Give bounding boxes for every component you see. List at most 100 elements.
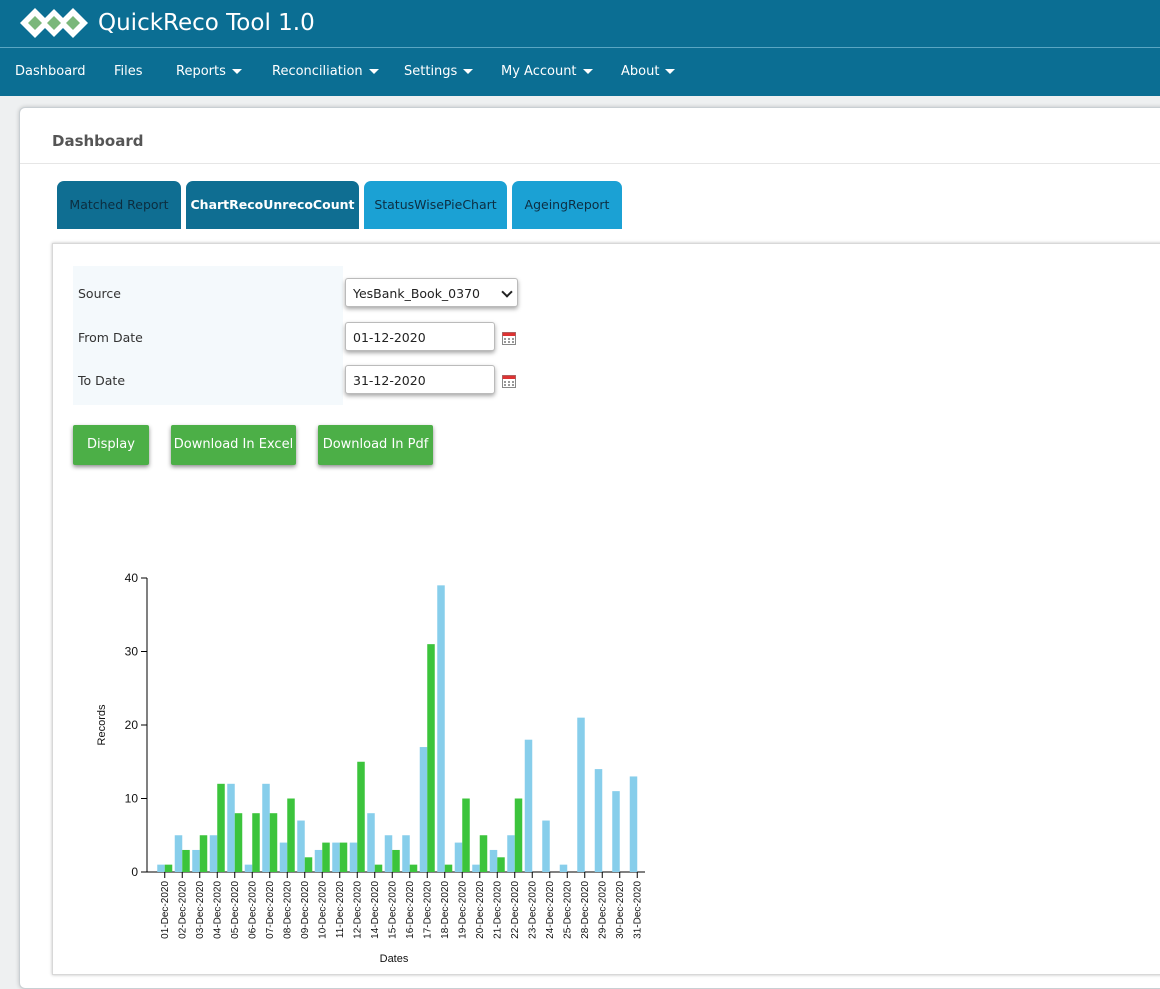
nav-my-account[interactable]: My Account [501, 48, 593, 96]
x-tick-label: 14-Dec-2020 [370, 881, 381, 939]
main-navbar: Dashboard Files Reports Reconciliation S… [0, 48, 1160, 96]
caret-down-icon [231, 69, 242, 74]
bar-series-2 [374, 864, 383, 872]
y-tick-label: 20 [125, 718, 139, 732]
filter-form [73, 266, 343, 405]
bar-series-1 [367, 813, 375, 872]
x-tick-label: 12-Dec-2020 [352, 881, 363, 939]
from-date-input[interactable]: 01-12-2020 [345, 322, 495, 351]
x-tick-label: 30-Dec-2020 [615, 881, 626, 939]
bar-series-1 [332, 842, 340, 872]
bar-series-1 [419, 747, 428, 872]
x-tick-label: 23-Dec-2020 [527, 881, 538, 939]
bar-series-2 [444, 864, 453, 872]
x-tick-label: 18-Dec-2020 [440, 881, 451, 939]
x-tick-label: 31-Dec-2020 [632, 881, 643, 939]
bar-series-2 [164, 864, 173, 872]
source-select[interactable]: YesBank_Book_0370 [345, 278, 518, 307]
nav-dashboard[interactable]: Dashboard [15, 64, 86, 79]
bar-chart: 0 10 20 30 40 01-Dec-2020 02-Dec-2020 03-Dec-20… [96, 571, 645, 963]
x-tick-label: 11-Dec-2020 [335, 881, 346, 939]
bar-series-2 [409, 864, 418, 872]
bar-series-1 [279, 842, 288, 872]
x-tick-label: 28-Dec-2020 [580, 881, 591, 939]
from-date-label: From Date [78, 330, 143, 345]
source-label: Source [78, 286, 121, 301]
to-date-input[interactable]: 31-12-2020 [345, 365, 495, 394]
bar-series-1 [174, 835, 183, 872]
bar-series-1 [437, 585, 445, 872]
nav-reports[interactable]: Reports [176, 48, 242, 96]
x-tick-label: 04-Dec-2020 [212, 881, 223, 939]
caret-down-icon [463, 69, 474, 74]
bar-series-1 [577, 717, 585, 872]
bar-series-1 [244, 864, 253, 872]
bar-series-1 [594, 769, 603, 872]
bar-series-2 [357, 761, 365, 872]
x-tick-label: 19-Dec-2020 [457, 881, 468, 939]
bar-series-1 [314, 849, 323, 872]
bar-series-2 [287, 798, 295, 872]
bar-series-2 [252, 813, 260, 872]
bar-series-1 [157, 864, 165, 872]
tab-ageing-report[interactable]: AgeingReport [512, 181, 622, 229]
app-title: QuickReco Tool 1.0 [98, 10, 315, 36]
x-tick-label: 02-Dec-2020 [177, 881, 188, 939]
app-header: QuickReco Tool 1.0 [0, 0, 1160, 48]
x-tick-label: 21-Dec-2020 [492, 881, 503, 939]
download-excel-button[interactable]: Download In Excel [171, 425, 296, 465]
bar-series-2 [514, 798, 523, 872]
bar-series-1 [542, 820, 550, 872]
caret-down-icon [665, 69, 676, 74]
bar-series-1 [454, 842, 463, 872]
page-title: Dashboard [52, 132, 144, 150]
nav-reconciliation[interactable]: Reconciliation [272, 48, 379, 96]
calendar-icon[interactable] [502, 374, 516, 388]
bar-series-1 [384, 835, 393, 872]
tab-status-wise-pie-chart[interactable]: StatusWisePieChart [364, 181, 507, 229]
bar-series-1 [349, 842, 358, 872]
display-button[interactable]: Display [73, 425, 149, 465]
calendar-icon[interactable] [502, 331, 516, 345]
x-tick-label: 07-Dec-2020 [265, 881, 276, 939]
x-tick-label: 01-Dec-2020 [160, 881, 171, 939]
x-tick-label: 17-Dec-2020 [422, 881, 433, 939]
x-tick-label: 24-Dec-2020 [545, 881, 556, 939]
bar-series-1 [559, 864, 568, 872]
x-tick-label: 16-Dec-2020 [405, 881, 416, 939]
bar-series-2 [392, 849, 400, 872]
bar-series-1 [402, 835, 410, 872]
caret-down-icon [368, 69, 379, 74]
nav-settings[interactable]: Settings [404, 48, 474, 96]
bar-series-1 [209, 835, 218, 872]
x-tick-label: 05-Dec-2020 [230, 881, 241, 939]
x-axis-label: Dates [380, 953, 409, 963]
bar-series-1 [629, 776, 638, 872]
y-axis-label: Records [96, 704, 108, 745]
bar-series-1 [507, 835, 515, 872]
caret-down-icon [582, 69, 593, 74]
download-pdf-button[interactable]: Download In Pdf [318, 425, 433, 465]
bar-series-2 [479, 835, 488, 872]
y-tick-label: 30 [125, 645, 139, 659]
bar-series-1 [524, 739, 533, 872]
divider [20, 163, 1160, 164]
bar-series-1 [472, 864, 480, 872]
bar-series-2 [462, 798, 470, 872]
x-tick-label: 03-Dec-2020 [195, 881, 206, 939]
nav-files[interactable]: Files [114, 64, 143, 79]
bar-series-2 [182, 849, 190, 872]
bar-series-1 [297, 820, 305, 872]
tab-chart-reco-unreco-count[interactable]: ChartRecoUnrecoCount [186, 181, 359, 229]
bar-series-1 [192, 849, 200, 872]
tab-matched-report[interactable]: Matched Report [57, 181, 181, 229]
bar-series-2 [322, 842, 330, 872]
y-tick-label: 40 [125, 571, 139, 585]
bar-series-1 [612, 791, 620, 872]
x-tick-label: 06-Dec-2020 [247, 881, 258, 939]
x-tick-label: 20-Dec-2020 [475, 881, 486, 939]
x-tick-label: 09-Dec-2020 [300, 881, 311, 939]
nav-about[interactable]: About [621, 48, 676, 96]
x-tick-label: 22-Dec-2020 [510, 881, 521, 939]
x-tick-label: 25-Dec-2020 [562, 881, 573, 939]
